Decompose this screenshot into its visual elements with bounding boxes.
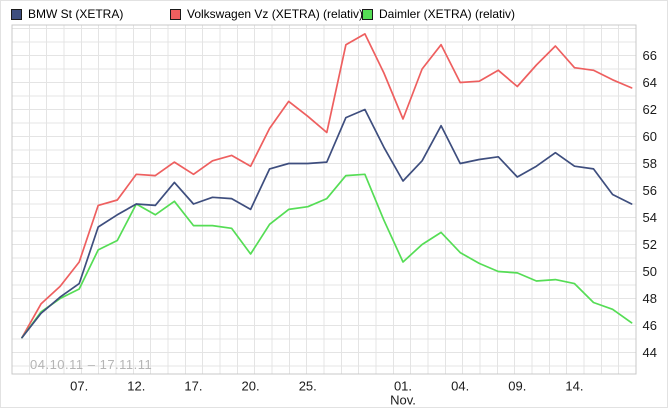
bmw-series-swatch-icon — [11, 8, 22, 20]
y-axis-tick-label: 62 — [643, 102, 657, 117]
y-axis-tick-label: 64 — [643, 75, 657, 90]
x-axis-tick-label: 17. — [184, 379, 202, 394]
y-axis-tick-label: 58 — [643, 156, 657, 171]
chart-legend: BMW St (XETRA) Volkswagen Vz (XETRA) (re… — [1, 1, 667, 25]
legend-item-volkswagen: Volkswagen Vz (XETRA) (relativ) — [170, 7, 364, 21]
legend-label-bmw: BMW St (XETRA) — [28, 7, 124, 21]
x-axis-tick-label: 01. — [394, 379, 412, 394]
y-axis-tick-label: 66 — [643, 48, 657, 63]
x-axis-tick-label: 25. — [299, 379, 317, 394]
x-axis-tick-label: 07. — [70, 379, 88, 394]
legend-item-bmw: BMW St (XETRA) — [11, 7, 124, 21]
x-axis-month-label: Nov. — [390, 393, 416, 408]
plot-border — [11, 24, 637, 375]
y-axis-tick-label: 48 — [643, 291, 657, 306]
y-axis-tick-label: 50 — [643, 264, 657, 279]
volkswagen-series-swatch-icon — [170, 8, 181, 20]
series-line-daimler — [21, 173, 633, 339]
series-line-volkswagen — [21, 33, 633, 339]
daimler-series-swatch-icon — [362, 8, 373, 20]
legend-item-daimler: Daimler (XETRA) (relativ) — [362, 7, 516, 21]
series-line-bmw — [21, 108, 633, 339]
x-axis-tick-label: 09. — [508, 379, 526, 394]
legend-label-volkswagen: Volkswagen Vz (XETRA) (relativ) — [187, 7, 364, 21]
y-axis-tick-label: 56 — [643, 183, 657, 198]
x-axis-tick-label: 20. — [242, 379, 260, 394]
y-axis-tick-label: 60 — [643, 129, 657, 144]
y-axis-tick-label: 46 — [643, 318, 657, 333]
x-axis-tick-label: 12. — [127, 379, 145, 394]
legend-label-daimler: Daimler (XETRA) (relativ) — [379, 7, 516, 21]
x-axis-tick-label: 14. — [565, 379, 583, 394]
period-watermark: 04.10.11 – 17.11.11 — [30, 357, 153, 372]
x-axis-tick-label: 04. — [451, 379, 469, 394]
y-axis-tick-label: 54 — [643, 210, 657, 225]
y-axis-tick-label: 52 — [643, 237, 657, 252]
y-axis-tick-label: 44 — [643, 345, 657, 360]
